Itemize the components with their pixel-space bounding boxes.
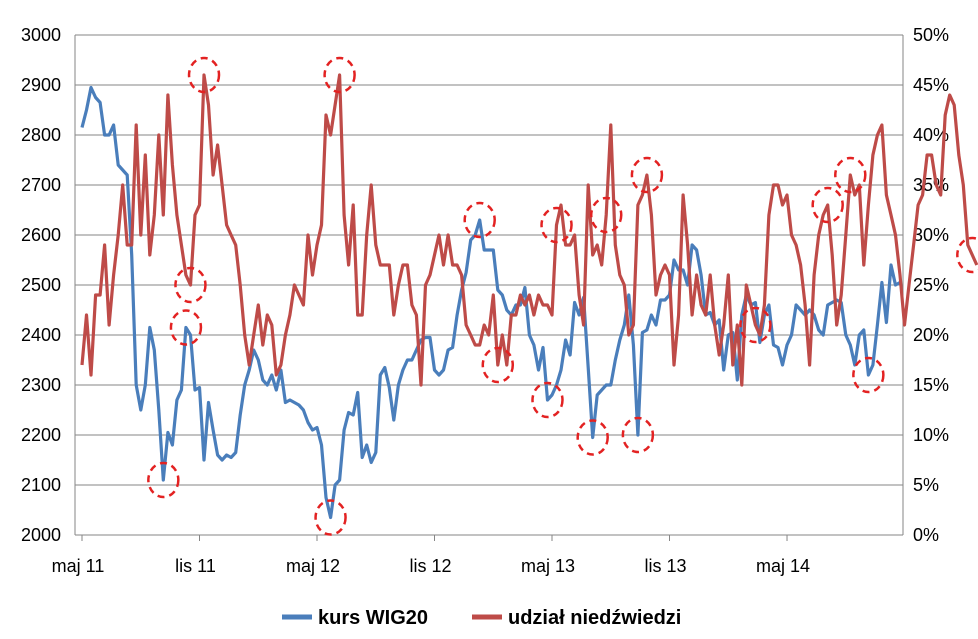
y-left-tick-label: 2700 [21,175,61,195]
x-tick-label: lis 11 [175,556,216,576]
highlight-circle [481,346,515,384]
y-left-tick-label: 2000 [21,525,61,545]
y-right-tick-label: 40% [913,125,949,145]
y-left-tick-label: 2600 [21,225,61,245]
series-lines [80,73,978,520]
highlight-circle [463,201,496,239]
highlight-circle [576,419,609,456]
highlight-circle [630,156,664,194]
x-tick-label: lis 12 [409,556,451,576]
y-right-tick-label: 0% [913,525,939,545]
y-right-tick-label: 45% [913,75,949,95]
legend-label-wig20: kurs WIG20 [318,607,428,629]
x-tick-label: maj 12 [286,556,340,576]
highlight-circle [621,416,655,454]
x-tick-label: maj 14 [756,556,810,576]
y-right-tick-label: 20% [913,325,949,345]
x-tick-label: lis 13 [644,556,686,576]
highlight-circle [589,196,623,234]
highlight-circle [169,309,203,346]
highlight-markers [147,56,978,536]
highlight-circle [739,306,772,344]
y-right-tick-label: 25% [913,275,949,295]
highlight-circle [323,56,356,94]
legend-label-bears: udział niedźwiedzi [508,607,681,629]
highlight-circle [811,186,844,224]
y-left-tick-label: 3000 [21,25,61,45]
y-left-tick-label: 2400 [21,325,61,345]
y-right-tick-label: 15% [913,375,949,395]
y-left-tick-label: 2800 [21,125,61,145]
x-tick-label: maj 13 [521,556,575,576]
y-left-tick-label: 2300 [21,375,61,395]
y-right-tick-label: 50% [913,25,949,45]
y-left-tick-label: 2100 [21,475,61,495]
y-left-tick-label: 2900 [21,75,61,95]
highlight-circle [834,156,867,194]
y-right-tick-label: 35% [913,175,949,195]
y-left-tick-label: 2200 [21,425,61,445]
x-axis: maj 11 lis 11 maj 12 lis 12 maj 13 lis 13 maj … [52,534,903,576]
y-right-tick-label: 5% [913,475,939,495]
highlight-circle [174,266,207,304]
x-tick-label: maj 11 [52,556,105,576]
highlight-circle [531,381,564,419]
highlight-circle [187,56,221,94]
highlight-circle [314,499,347,536]
highlight-circle [147,461,180,499]
y-right-tick-label: 30% [913,225,949,245]
y-right-tick-label: 10% [913,425,949,445]
series-line-bears [80,73,978,387]
highlight-circle [852,356,885,394]
highlight-circle [956,236,978,274]
left-y-axis: 2000 2100 2200 2300 2400 2500 2600 2700 2800 2900… [21,25,76,545]
y-left-tick-label: 2500 [21,275,61,295]
legend: kurs WIG20 udział niedźwiedzi [282,607,681,629]
highlight-circle [540,206,573,244]
gridlines [75,34,903,536]
